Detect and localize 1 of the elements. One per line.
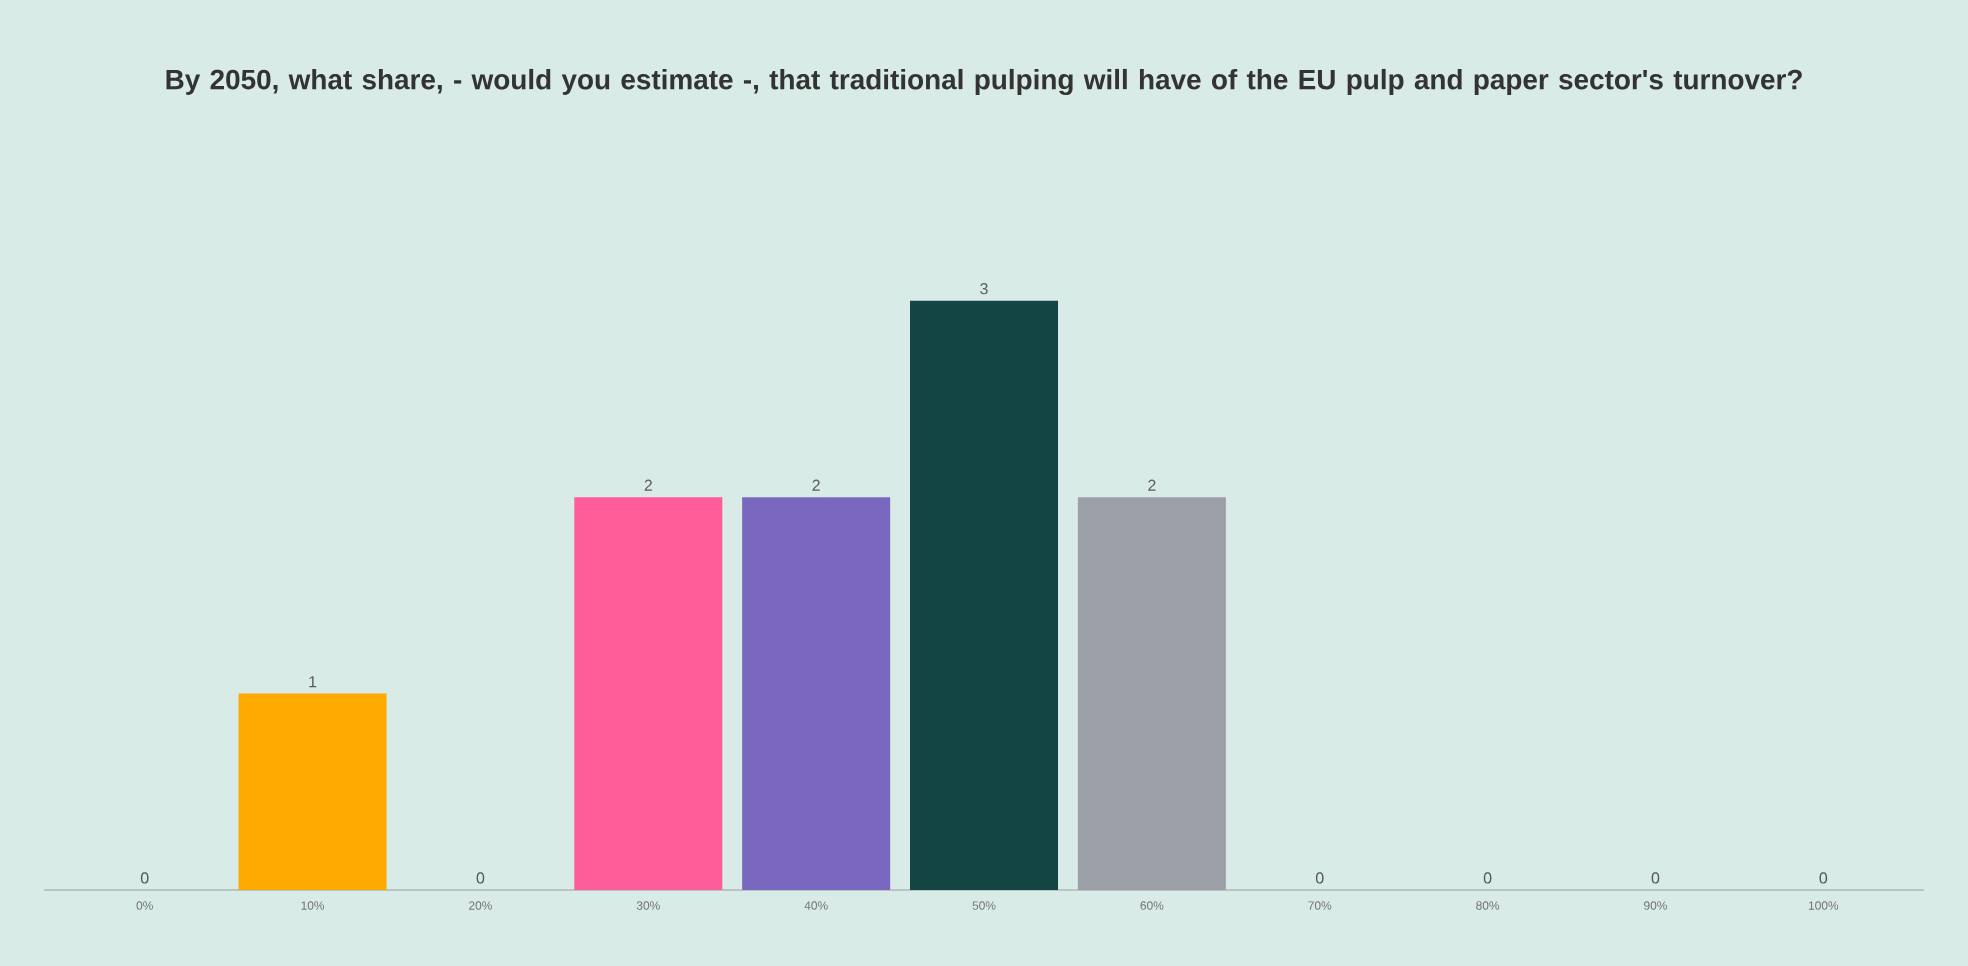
chart-title: By 2050, what share, - would you estimate -, that traditional pulping will have of the EU pulp and paper sector's turnover?: [166, 68, 1802, 96]
